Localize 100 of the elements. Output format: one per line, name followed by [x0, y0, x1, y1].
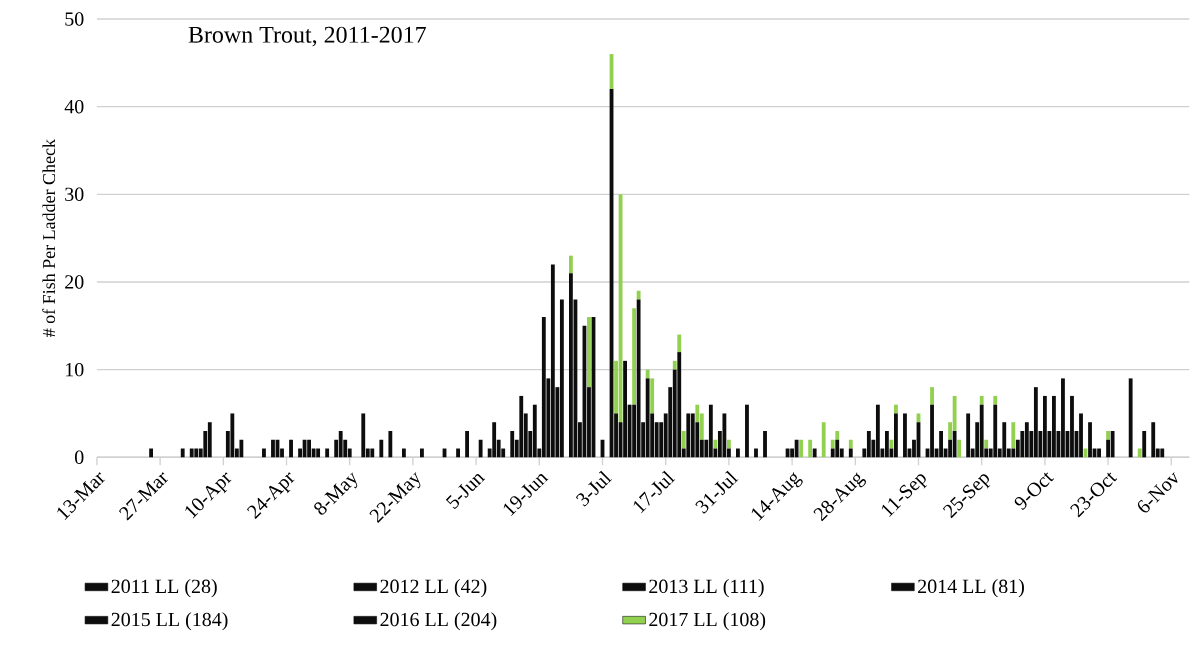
legend-label: 2016 LL (204) [380, 612, 497, 631]
bar [677, 352, 682, 458]
bar [550, 264, 555, 458]
y-axis-title: # of Fish Per Ladder Check [42, 138, 56, 337]
bar [307, 439, 312, 458]
bar [1097, 448, 1101, 458]
y-tick-label: 30 [65, 187, 84, 201]
bar [835, 430, 840, 440]
bar [510, 430, 515, 458]
bar [180, 448, 185, 458]
bar [736, 448, 740, 458]
bar [1011, 422, 1016, 449]
bar [325, 448, 330, 458]
y-tick-label: 20 [65, 275, 84, 289]
bar [830, 439, 835, 449]
bar [690, 413, 695, 458]
bar [1160, 448, 1165, 458]
bar [1033, 387, 1038, 458]
bar [568, 255, 573, 274]
legend-label: 2013 LL (111) [649, 578, 764, 598]
bar [1110, 430, 1115, 458]
bar [984, 439, 989, 449]
bar [794, 439, 799, 458]
bar [821, 422, 826, 458]
bar [194, 448, 199, 458]
bar [271, 439, 275, 458]
bar [568, 273, 573, 458]
bar [1142, 430, 1147, 458]
y-tick-label: 0 [74, 450, 84, 464]
bar [361, 413, 366, 458]
bar [686, 413, 691, 458]
bar [1128, 378, 1133, 458]
bar [681, 430, 686, 449]
bar [930, 387, 934, 405]
bar [1151, 422, 1156, 458]
legend-label: 2017 LL (108) [649, 612, 766, 631]
bar [636, 290, 641, 300]
bar [650, 378, 655, 414]
bar [465, 430, 470, 458]
bar [808, 439, 813, 458]
y-tick-label: 50 [65, 12, 84, 26]
bar [866, 430, 871, 458]
bar [587, 316, 591, 388]
bar [848, 448, 853, 458]
bar [338, 430, 343, 458]
bar [875, 404, 880, 458]
bar [316, 448, 321, 458]
bar [754, 448, 758, 458]
bar [149, 448, 154, 458]
bar [763, 430, 767, 458]
bar [1106, 430, 1111, 440]
bar [1088, 422, 1092, 458]
legend-label: 2015 LL (184) [111, 612, 228, 631]
bar [478, 439, 483, 458]
y-tick-label: 40 [64, 99, 84, 114]
bar [812, 448, 817, 458]
bar [903, 413, 907, 458]
bar [1042, 395, 1047, 458]
bar [1024, 422, 1029, 458]
legend-label: 2014 LL (81) [918, 578, 1024, 598]
bar [993, 404, 998, 458]
bar [189, 448, 194, 458]
bar [230, 413, 235, 458]
bar [672, 360, 677, 370]
legend-label: 2011 LL (28) [111, 578, 217, 598]
bar [1002, 422, 1007, 458]
bar [930, 404, 934, 458]
legend-label: 2012 LL (42) [380, 578, 487, 598]
bar [456, 448, 460, 458]
bar [1070, 395, 1074, 458]
bar [745, 404, 749, 458]
bar [541, 316, 546, 458]
bar [677, 334, 682, 353]
bar [894, 404, 898, 414]
bar [785, 448, 790, 458]
bar [559, 299, 564, 458]
bar [952, 430, 957, 458]
bar [645, 369, 650, 379]
bar [289, 439, 293, 458]
bar [713, 439, 718, 449]
bar [519, 395, 524, 458]
bar [632, 308, 637, 405]
bar [884, 430, 889, 458]
bar [207, 422, 212, 458]
bar [1137, 448, 1142, 458]
bar [848, 439, 853, 449]
bar [1061, 378, 1065, 458]
bar [835, 439, 840, 458]
bar [889, 439, 894, 449]
bar [379, 439, 384, 458]
bar [388, 430, 393, 458]
bar [722, 413, 727, 458]
y-tick-label: 10 [66, 362, 84, 377]
bar [401, 448, 406, 458]
bar [645, 378, 650, 458]
bar [957, 439, 962, 458]
bar [262, 448, 266, 458]
bar [532, 404, 537, 458]
chart-title: Brown Trout, 2011-2017 [188, 26, 426, 47]
bar [799, 439, 804, 458]
